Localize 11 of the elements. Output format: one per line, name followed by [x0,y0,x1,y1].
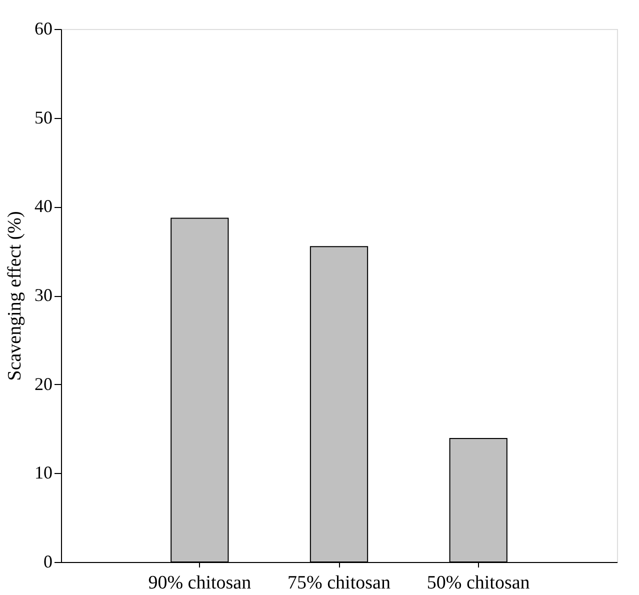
x-tick-label: 75% chitosan [288,572,391,594]
y-tick-label: 30 [34,285,52,305]
y-tick-label: 10 [34,462,52,483]
x-tick-label: 50% chitosan [426,572,530,594]
y-tick-label: 60 [34,18,52,38]
y-tick-label: 40 [34,196,52,216]
y-tick-label: 20 [34,374,52,394]
y-tick-label: 0 [44,552,52,572]
y-tick-label: 50 [34,107,52,128]
y-axis-title: Scavenging effect (%) [4,211,26,381]
x-tick-label: 90% chitosan [148,572,252,594]
